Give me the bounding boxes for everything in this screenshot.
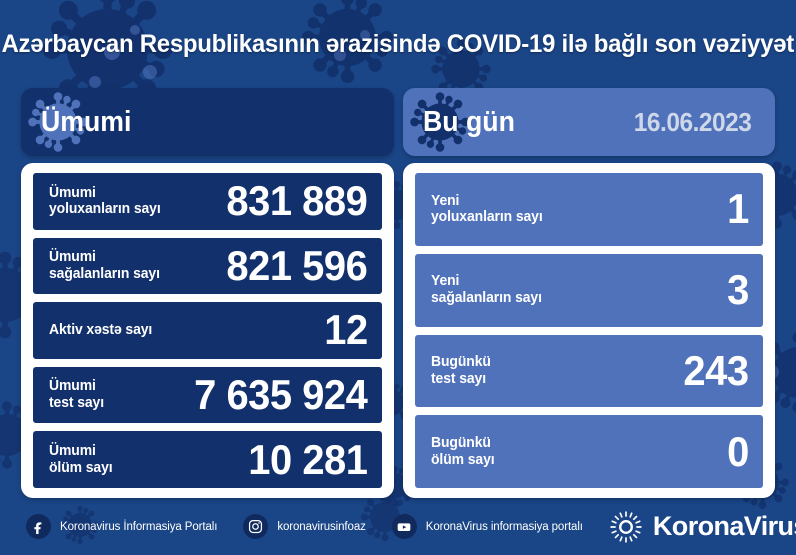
- social-youtube[interactable]: KoronaVirus informasiya portalı: [391, 514, 583, 539]
- stat-label: Ümumi test sayı: [49, 377, 105, 412]
- page-title-bar: Azərbaycan Respublikasının ərazisində CO…: [0, 0, 796, 88]
- stat-value: 243: [683, 346, 750, 394]
- stat-label: Ümumi yoluxanların sayı: [49, 183, 161, 218]
- facebook-icon[interactable]: [26, 514, 51, 539]
- stat-label: Yeni yoluxanların sayı: [430, 191, 543, 226]
- stat-today-tests: Bugünkü test sayı 243: [414, 334, 763, 408]
- stat-label: Bugünkü test sayı: [430, 353, 491, 387]
- stat-total-deaths: Ümumi ölüm sayı 10 281: [33, 431, 382, 488]
- panel-total-header: Ümumi: [21, 88, 394, 156]
- stat-total-cases: Ümumi yoluxanların sayı 831 889: [33, 173, 382, 230]
- stat-total-recovered: Ümumi sağalanların sayı 821 596: [33, 237, 382, 295]
- stat-value: 821 596: [226, 241, 368, 289]
- stat-label: Ümumi sağalanların sayı: [49, 248, 160, 282]
- social-label: KoronaVirus informasiya portalı: [425, 520, 583, 533]
- panel-total: Ümumi Ümumi yoluxanların sayı 831 889 Üm…: [21, 88, 394, 498]
- stat-value: 0: [727, 427, 749, 475]
- panel-today-body: Yeni yoluxanların sayı 1 Yeni sağalanlar…: [402, 163, 775, 498]
- stat-label: Aktiv xəstə sayı: [49, 321, 153, 339]
- stat-today-deaths: Bugünkü ölüm sayı 0: [414, 415, 763, 488]
- stat-value: 3: [727, 266, 749, 314]
- panel-today-header: Bu gün 16.06.2023: [402, 88, 775, 156]
- koronavirus-sun-icon: [610, 510, 642, 543]
- page-title: Azərbaycan Respublikasının ərazisində CO…: [1, 29, 795, 58]
- instagram-icon[interactable]: [243, 514, 269, 539]
- stat-label: Bugünkü ölüm sayı: [430, 433, 495, 468]
- stat-value: 7 635 924: [194, 371, 368, 419]
- social-label: koronavirusinfoaz: [277, 520, 366, 533]
- panel-today-heading: Bu gün: [422, 105, 515, 138]
- panel-total-heading: Ümumi: [41, 105, 132, 138]
- youtube-icon[interactable]: [391, 514, 417, 539]
- stat-total-tests: Ümumi test sayı 7 635 924: [33, 366, 382, 424]
- panel-total-body: Ümumi yoluxanların sayı 831 889 Ümumi sa…: [21, 163, 394, 498]
- stat-value: 10 281: [248, 435, 368, 483]
- stat-label: Yeni sağalanların sayı: [430, 272, 542, 307]
- stat-value: 1: [727, 185, 749, 233]
- panel-today: Bu gün 16.06.2023 Yeni yoluxanların sayı…: [402, 88, 775, 498]
- social-facebook[interactable]: Koronavirus İnformasiya Portalı: [26, 514, 217, 539]
- social-label: Koronavirus İnformasiya Portalı: [60, 520, 218, 533]
- stat-value: 12: [324, 306, 368, 354]
- stat-active-cases: Aktiv xəstə sayı 12: [33, 302, 382, 359]
- stat-label: Ümumi ölüm sayı: [49, 441, 113, 476]
- brand-name-text: KoronaVirus: [652, 511, 796, 541]
- panel-today-date: 16.06.2023: [633, 106, 752, 137]
- stat-new-cases: Yeni yoluxanların sayı 1: [414, 173, 763, 246]
- footer: Koronavirus İnformasiya Portalı koronavi…: [0, 498, 796, 555]
- stat-new-recovered: Yeni sağalanların sayı 3: [414, 253, 763, 327]
- stats-panels: Ümumi Ümumi yoluxanların sayı 831 889 Üm…: [0, 88, 796, 498]
- stat-value: 831 889: [226, 177, 368, 225]
- social-instagram[interactable]: koronavirusinfoaz: [243, 514, 366, 539]
